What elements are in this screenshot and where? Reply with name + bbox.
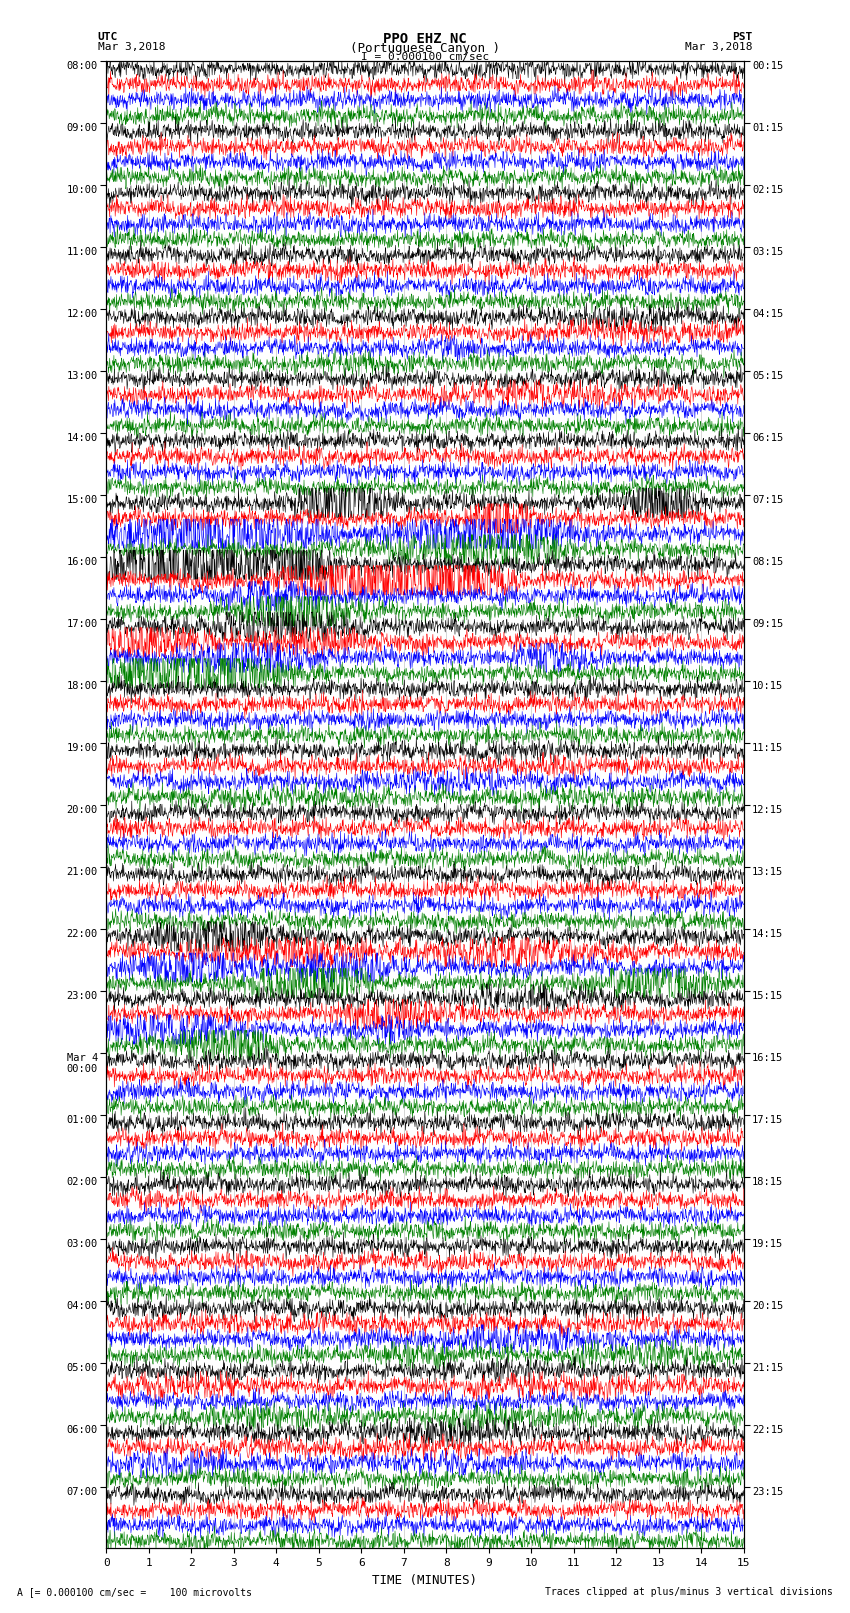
Text: I = 0.000100 cm/sec: I = 0.000100 cm/sec <box>361 52 489 61</box>
Text: A [= 0.000100 cm/sec =    100 microvolts: A [= 0.000100 cm/sec = 100 microvolts <box>17 1587 252 1597</box>
X-axis label: TIME (MINUTES): TIME (MINUTES) <box>372 1574 478 1587</box>
Text: PST: PST <box>732 32 752 42</box>
Text: Mar 3,2018: Mar 3,2018 <box>98 42 165 52</box>
Text: Mar 3,2018: Mar 3,2018 <box>685 42 752 52</box>
Text: UTC: UTC <box>98 32 118 42</box>
Text: PPO EHZ NC: PPO EHZ NC <box>383 32 467 47</box>
Text: (Portuguese Canyon ): (Portuguese Canyon ) <box>350 42 500 55</box>
Text: Traces clipped at plus/minus 3 vertical divisions: Traces clipped at plus/minus 3 vertical … <box>545 1587 833 1597</box>
